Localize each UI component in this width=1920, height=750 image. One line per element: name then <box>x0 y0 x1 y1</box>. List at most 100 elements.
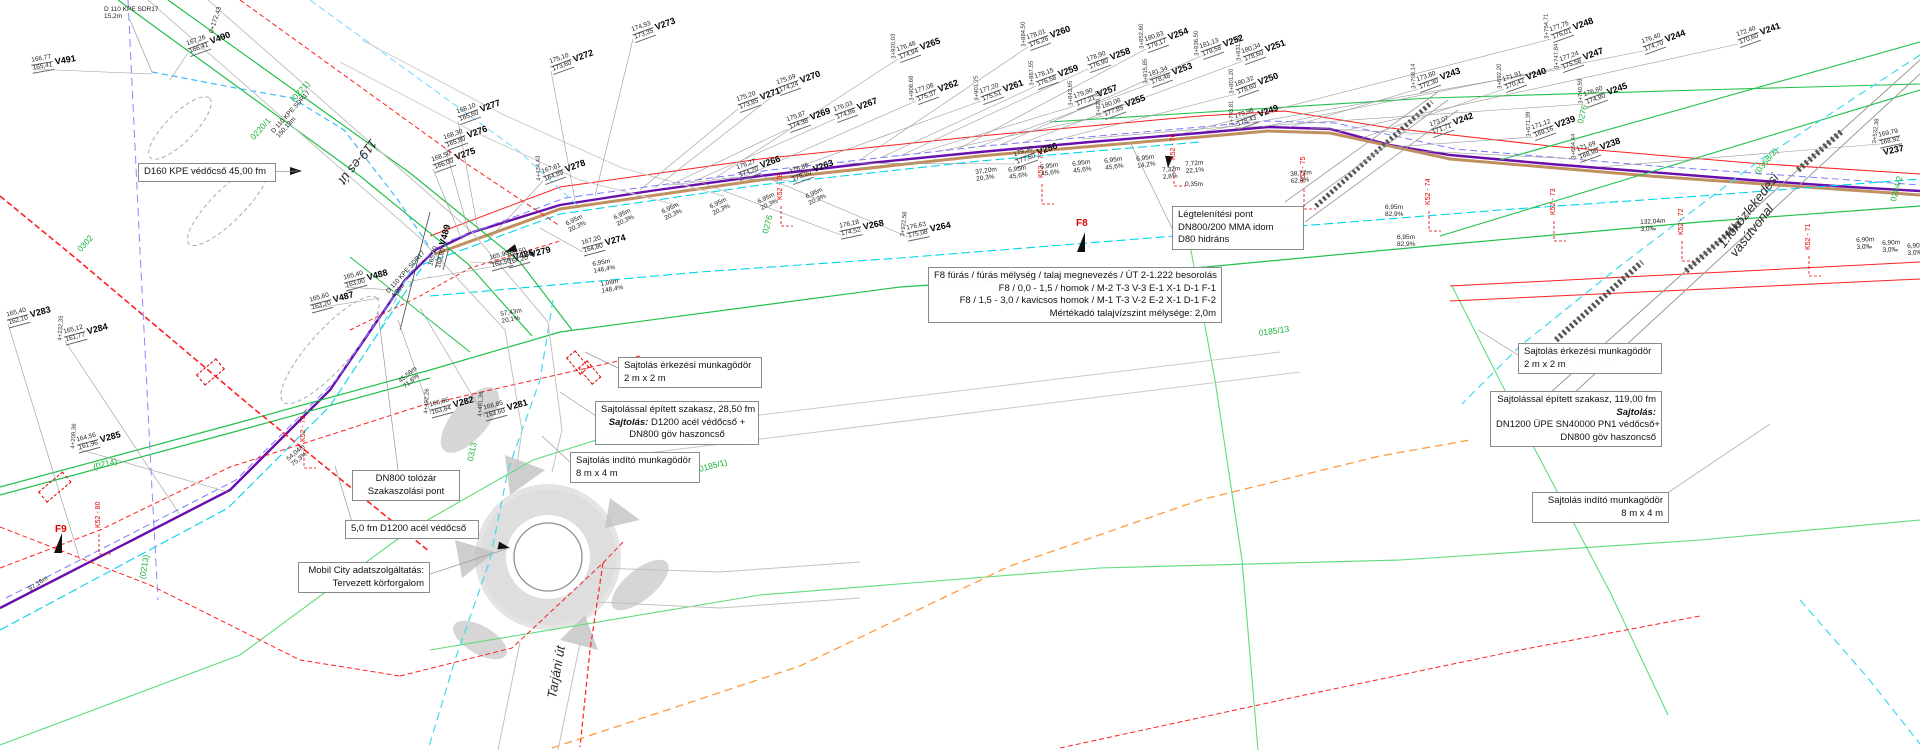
green-upper <box>1049 83 1920 123</box>
survey-leader-line <box>1021 60 1244 144</box>
survey-point-id: V250 <box>1256 69 1280 87</box>
chainage-label: 3+671,39 <box>1525 111 1533 137</box>
annotation-text-line: Sajtolás indító munkagödör <box>1547 495 1663 506</box>
red-right-b <box>1449 278 1920 302</box>
annotation-text-line: Sajtolás érkezési munkagödör <box>1524 346 1652 357</box>
survey-leader-line <box>1391 136 1534 148</box>
k52-point-label: K52 - 79 <box>300 415 307 442</box>
chainage-label: 3+901,75 <box>973 75 981 101</box>
annotation-box-legtelenites: Légtelenítési pont DN800/200 MMA idom D80 … <box>1172 206 1304 250</box>
pipe-measurement-label: 6,90m 3,0‰ <box>1855 236 1875 251</box>
rail-edge-2 <box>1533 73 1920 431</box>
annotation-text-line: 2 m x 2 m <box>624 372 666 384</box>
annotation-box-mobilcity: Mobil City adatszolgáltatás: Tervezett kö… <box>298 562 430 594</box>
survey-point-id: V264 <box>928 219 952 234</box>
gray-curve-2 <box>361 39 725 197</box>
survey-leader-line <box>444 146 471 237</box>
black-cross <box>399 211 431 331</box>
survey-point-id: V268 <box>861 217 885 232</box>
survey-point-id: V489 <box>436 223 452 247</box>
pipe-measurement-label: 38,72m 62,4% <box>1289 169 1313 185</box>
traffic-island <box>605 498 640 528</box>
survey-point-id: V272 <box>571 46 595 64</box>
red-bottom-a <box>0 526 401 677</box>
survey-leader-line <box>1599 143 1881 168</box>
leader <box>129 19 153 73</box>
chainage-label: 3+884,50 <box>1020 21 1028 47</box>
red-bottom-b <box>399 539 626 677</box>
survey-point-id: V261 <box>1001 76 1025 94</box>
mound-dashed <box>148 96 212 160</box>
annotation-leader-line <box>417 548 507 579</box>
k52-point-label: K52 - 74 <box>1425 178 1432 205</box>
survey-leader-line <box>639 108 739 191</box>
chainage-label: 3+829,75 <box>1095 90 1103 116</box>
survey-point-id: V273 <box>653 14 677 32</box>
borehole-flag-icon <box>54 533 62 553</box>
chainage-label: 3+692,20 <box>1496 63 1504 89</box>
pipe-spec-label: D 110 KPE SDR17 15,2m <box>104 6 159 21</box>
survey-leader-line <box>999 55 1202 146</box>
pipe-measurement-label: 6,90m 3,0‰ <box>1881 239 1901 254</box>
survey-leader-line <box>1051 93 1237 142</box>
annotation-box-f8-borehole: F8 fúrás / fúrás mélység / talaj megneve… <box>928 267 1222 324</box>
survey-point-id: V258 <box>1108 44 1132 62</box>
survey-point-id: V254 <box>1166 24 1190 42</box>
survey-leader-line <box>839 162 1016 165</box>
annotation-text-line: DN800/200 MMA idom <box>1178 221 1274 233</box>
annotation-box-acelvedocso: 5,0 fm D1200 acél védőcső <box>345 520 479 539</box>
chainage-label: 3+740,59 <box>1577 78 1585 104</box>
annotation-box-sajt-szakasz-right: Sajtolással épített szakasz, 119,00 fm Sa… <box>1490 391 1662 448</box>
survey-point-id: V487 <box>331 288 355 304</box>
shoulder-blob <box>440 387 500 453</box>
survey-point-id: V251 <box>1263 36 1287 54</box>
survey-leader-line <box>1337 43 1739 133</box>
k52-point-label: K52 - 80 <box>95 501 102 528</box>
shoulder-blob <box>453 620 507 660</box>
east-arm-a <box>599 561 861 573</box>
survey-leader-line <box>667 128 789 187</box>
survey-leader-line <box>744 100 917 177</box>
survey-leader-line <box>914 105 1076 155</box>
k52-point-label: K52 - 76 <box>1170 133 1177 160</box>
k52-point-label: K52 - 78 <box>777 173 784 200</box>
survey-point-id: V278 <box>563 156 587 174</box>
survey-leader-line <box>457 120 479 231</box>
survey-leader-line <box>594 38 634 197</box>
annotation-box-sajt-szakasz-left: Sajtolással épített szakasz, 28,50 fm Saj… <box>595 401 759 445</box>
chainage-label: 3+908,68 <box>908 75 916 101</box>
green-boundary-main <box>0 205 1920 488</box>
survey-point-id: V281 <box>505 396 529 412</box>
survey-point-id: V270 <box>798 67 822 85</box>
survey-point-id: V488 <box>365 266 389 282</box>
rail-track-band <box>1314 100 1434 208</box>
survey-point-id: V284 <box>85 320 109 336</box>
chainage-label: 3+815,85 <box>1142 58 1150 84</box>
survey-point-id: V245 <box>1605 79 1629 97</box>
rail-track-band <box>1553 259 1645 343</box>
survey-leader-line <box>1081 125 1237 140</box>
survey-leader-line <box>721 177 792 182</box>
utility-blue-dash <box>5 120 1920 599</box>
annotation-text-line: DN800 tolózár <box>375 473 437 484</box>
tarjani-edge-b <box>557 642 581 750</box>
pipe-measurement-label: 6,90m 3,0‰ <box>1906 242 1920 257</box>
survey-point-id: V255 <box>1123 91 1147 109</box>
annotation-text-line: D160 KPE védőcső 45,00 fm <box>144 166 266 177</box>
survey-leader-line <box>879 85 1037 159</box>
survey-point-id: V263 <box>811 156 835 174</box>
red-road119 <box>239 0 561 227</box>
pipeline-dn800 <box>0 125 1920 610</box>
annotation-text-line: F8 fúrás / fúrás mélység / talaj megneve… <box>934 270 1217 281</box>
pipe-measurement-label: 6,95m 45,6% <box>1071 158 1093 175</box>
survey-point-id: V253 <box>1170 59 1194 77</box>
survey-point-id: V244 <box>1663 26 1687 44</box>
survey-point-id: V259 <box>1056 61 1080 79</box>
survey-leader-line <box>427 266 492 279</box>
borehole-id-label: F9 <box>55 524 67 535</box>
annotation-box-sajt-erk-left: Sajtolás érkezési munkagödör 2 m x 2 m <box>618 357 762 389</box>
chainage-label: 3+801,20 <box>1228 68 1236 94</box>
gray-curve-1 <box>339 61 681 207</box>
survey-point-id: V238 <box>1598 134 1622 152</box>
